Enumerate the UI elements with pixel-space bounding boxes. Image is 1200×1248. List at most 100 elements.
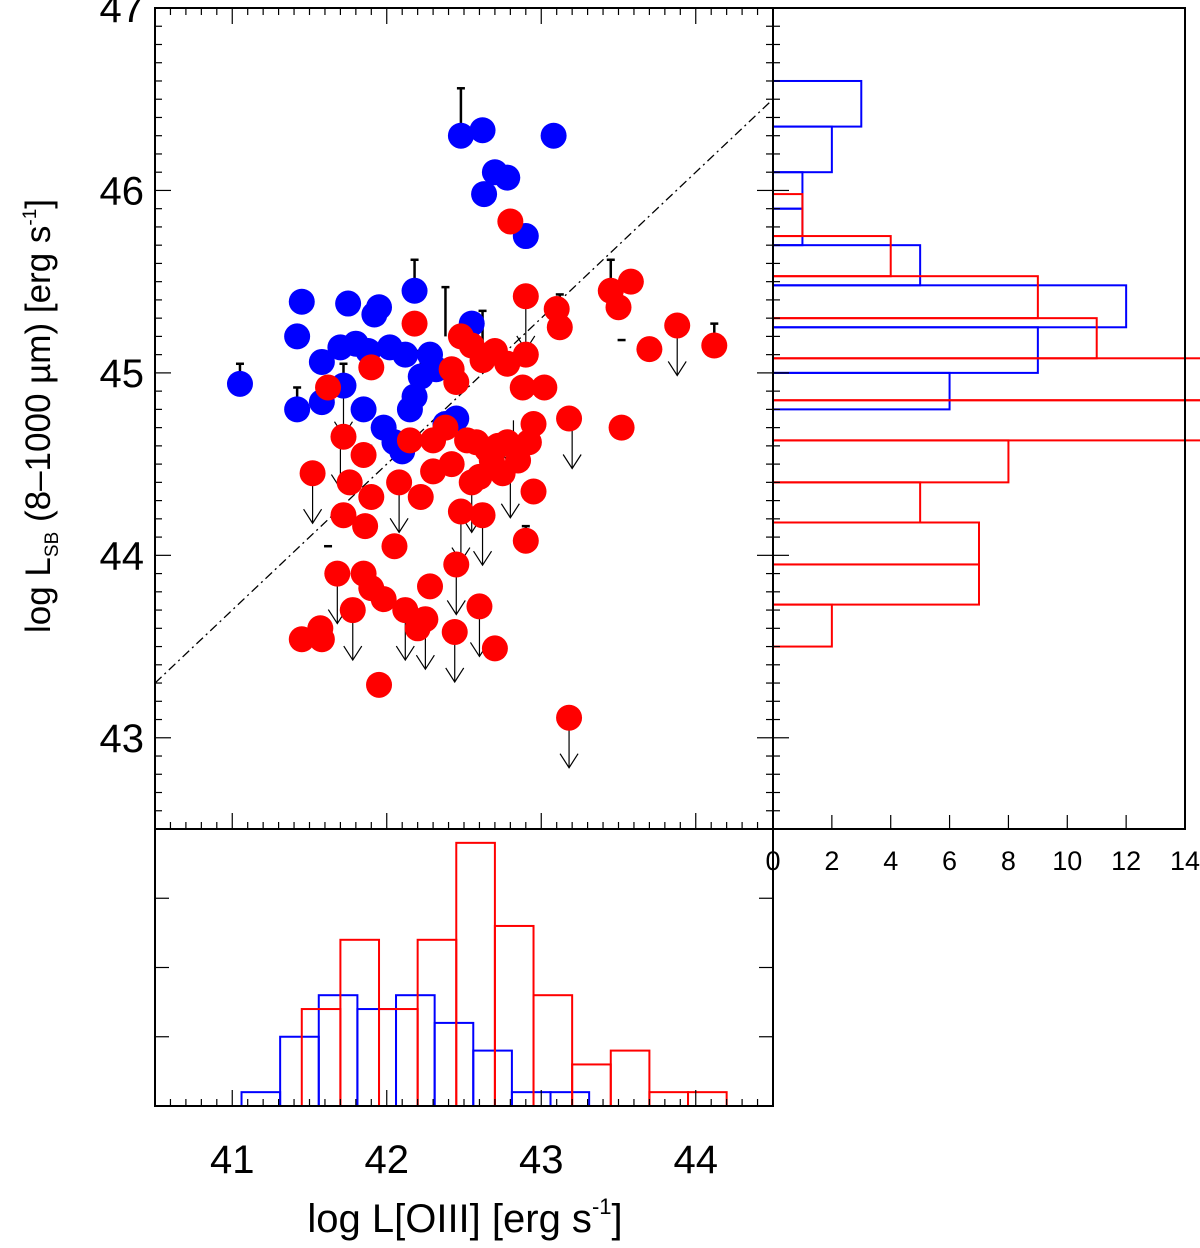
right-histogram-frame	[772, 7, 1186, 830]
scatter-point	[520, 410, 547, 437]
scatter-point	[512, 341, 539, 368]
count-tick-label: 6	[942, 846, 957, 876]
histogram-bar	[772, 439, 1010, 484]
histogram-bar	[472, 1049, 513, 1107]
scatter-point	[339, 597, 366, 624]
histogram-bar	[317, 994, 359, 1108]
scatter-point	[556, 704, 583, 731]
count-tick-labels: 0 2 4 6 8 10 12 14	[765, 846, 1200, 876]
scatter-point	[481, 635, 508, 662]
count-tick-label: 2	[824, 846, 839, 876]
scatter-point	[494, 164, 521, 191]
histogram-bar	[772, 357, 1200, 402]
scatter-point	[401, 310, 428, 337]
x-axis-title-superscript: -1	[592, 1194, 612, 1219]
scatter-point	[336, 469, 363, 496]
scatter-point	[401, 383, 428, 410]
scatter-point	[335, 290, 362, 317]
histogram-bar	[532, 994, 574, 1108]
x-tick-label: 43	[519, 1138, 564, 1182]
scatter-point	[352, 513, 379, 540]
upper-limit-arrowhead	[667, 361, 687, 377]
scatter-point	[412, 606, 439, 633]
histogram-bar	[356, 1008, 398, 1107]
histogram-bar	[772, 235, 892, 278]
upper-limit-arrowhead	[500, 503, 520, 519]
upper-limit-arrowhead	[343, 645, 363, 662]
main-axis-ticks	[154, 7, 774, 830]
right-histogram-bars	[772, 79, 1200, 648]
scatter-point	[509, 374, 536, 401]
histogram-bar	[772, 284, 1128, 329]
bottom-axis-ticks	[154, 897, 774, 1106]
scatter-point	[466, 593, 493, 620]
scatter-point	[386, 469, 413, 496]
x-tick-labels: 41 42 43 44	[210, 1138, 718, 1182]
bottom-histogram-panel: 41 42 43 44	[154, 828, 774, 1182]
scatter-point	[417, 573, 444, 600]
upper-limit-arrowhead	[562, 454, 582, 470]
histogram-bar	[378, 1008, 419, 1107]
scatter-point	[288, 288, 315, 315]
x-axis-title: log L[OIII] [erg s-1]	[307, 1194, 622, 1241]
y-tick-label: 45	[100, 352, 145, 396]
x-axis-title-prefix: log L[OIII] [erg s	[307, 1197, 592, 1241]
scatter-point	[438, 451, 465, 478]
scatter-point	[299, 460, 326, 487]
histogram-bar	[772, 244, 922, 287]
x-tick-label: 41	[210, 1138, 255, 1182]
scatter-point	[497, 208, 524, 235]
scatter-point	[381, 533, 408, 560]
scatter-point	[315, 374, 342, 401]
scatter-point	[308, 348, 335, 375]
scatter-point	[512, 283, 539, 310]
scatter-point	[531, 374, 558, 401]
scatter-point	[392, 341, 419, 368]
x-tick-label: 42	[365, 1138, 410, 1182]
scatter-point	[447, 498, 474, 525]
scatter-point	[330, 502, 357, 529]
count-tick-label: 10	[1052, 846, 1082, 876]
histogram-bar	[609, 1049, 651, 1107]
scatter-point	[701, 332, 728, 359]
scatter-point	[284, 323, 311, 350]
y-axis-title: log LSB (8–1000 µm) [erg s-1]	[19, 199, 63, 633]
count-tick-label: 4	[883, 846, 898, 876]
histogram-bar	[455, 841, 496, 1107]
histogram-bar	[772, 399, 1200, 442]
histogram-bar	[772, 521, 980, 566]
scatter-point	[443, 369, 470, 396]
y-axis-title-prefix: log L	[19, 557, 58, 633]
scatter-point	[512, 527, 539, 554]
x-tick-label: 44	[674, 1138, 719, 1182]
upper-limit-arrowhead	[445, 667, 465, 684]
histogram-bar	[772, 603, 833, 648]
scatter-point	[226, 370, 253, 397]
bottom-histogram-bars	[240, 841, 728, 1108]
y-tick-label: 44	[100, 534, 145, 578]
scatter-point	[401, 277, 428, 304]
scatter-point	[447, 122, 474, 149]
y-axis-title-suffix: ]	[19, 199, 58, 209]
scatter-point	[324, 560, 351, 587]
histogram-bar	[571, 1063, 612, 1107]
histogram-bar	[772, 481, 922, 524]
y-tick-label: 46	[100, 169, 145, 213]
scatter-point	[358, 483, 385, 510]
histogram-bar	[433, 1021, 475, 1108]
y-axis-title-superscript: -1	[20, 209, 41, 226]
histogram-bar	[772, 193, 804, 238]
histogram-bar	[772, 125, 833, 174]
histogram-bar	[772, 275, 1039, 320]
scatter-point	[469, 502, 496, 529]
scatter-point	[443, 551, 470, 578]
y-axis-title-middle: (8–1000 µm) [erg s	[19, 226, 58, 532]
scatter-point	[471, 181, 498, 208]
histogram-bar	[648, 1091, 690, 1108]
right-axis-ticks	[772, 7, 1186, 830]
histogram-bar	[395, 994, 436, 1108]
upper-limit-arrowhead	[415, 654, 435, 671]
scatter-point	[432, 414, 459, 441]
scatter-points	[226, 117, 728, 731]
y-tick-label: 47	[100, 0, 145, 31]
